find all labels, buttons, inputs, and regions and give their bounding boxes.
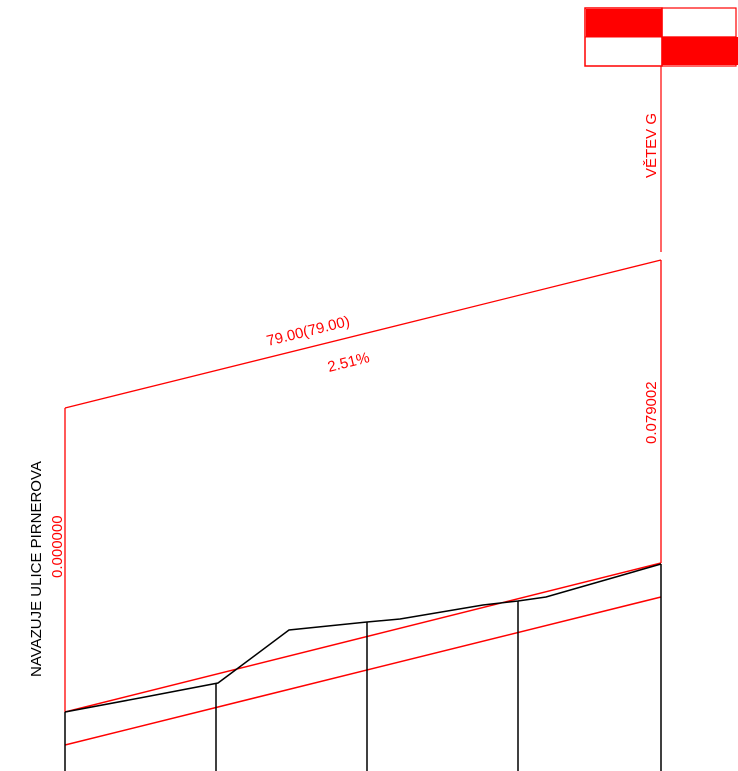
terrain-line [64,563,662,713]
segment-slope-label: 2.51% [326,349,371,376]
design-grade-line [64,562,662,713]
grade-top-line [64,259,662,409]
branch-label: VĚTEV G [643,113,660,178]
connection-label: NAVAZUJE ULICE PIRNEROVA [28,461,45,677]
checkered-flag-icon [584,7,738,67]
segment-length-label: 79.00(79.00) [265,313,352,350]
end-station-label: 0.079002 [643,381,660,444]
start-station-label: 0.000000 [49,515,66,578]
offset-grade-line [64,596,662,746]
